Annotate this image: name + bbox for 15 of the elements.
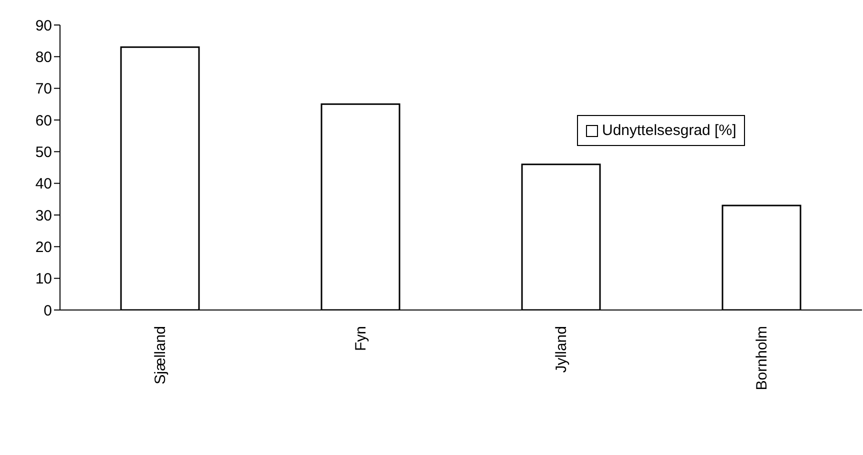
y-tick-label: 90 [35, 17, 52, 34]
x-tick-label: Jylland [552, 326, 570, 373]
x-tick-label: Bornholm [753, 326, 770, 390]
y-tick-label: 60 [35, 112, 52, 130]
y-tick-label: 40 [35, 176, 52, 193]
legend-label: Udnyttelsesgrad [%] [602, 122, 736, 139]
y-tick-label: 70 [35, 80, 52, 98]
y-tick-label: 50 [35, 144, 52, 161]
y-tick-label: 10 [35, 270, 52, 288]
y-tick-label: 80 [35, 48, 52, 66]
x-tick-label: Fyn [352, 326, 370, 352]
y-tick-label: 0 [44, 302, 52, 320]
y-tick-label: 30 [35, 207, 52, 224]
x-tick-label: Sjælland [152, 326, 169, 384]
y-tick-label: 20 [35, 238, 52, 256]
